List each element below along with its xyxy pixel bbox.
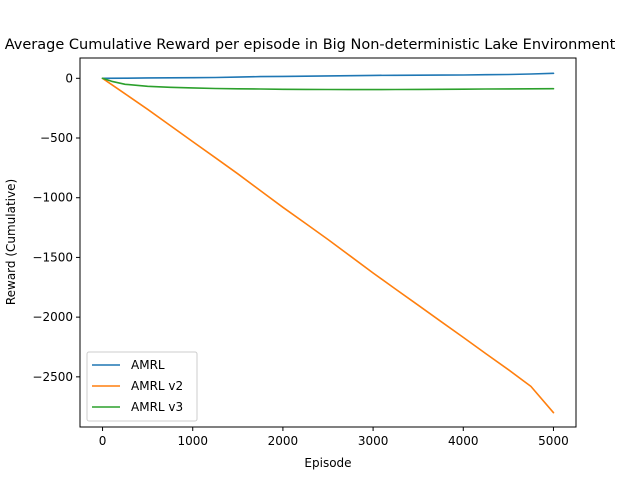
y-tick-label: −500 [40, 131, 73, 145]
x-axis: 0 1000 2000 3000 4000 5000 [99, 427, 569, 448]
y-tick-label: 0 [65, 71, 73, 85]
legend-label: AMRL v2 [131, 379, 183, 393]
y-tick-label: −1000 [32, 191, 73, 205]
series-layer [101, 72, 555, 414]
x-tick-label: 0 [99, 434, 107, 448]
x-axis-title: Episode [304, 456, 351, 470]
y-tick-label: −2000 [32, 310, 73, 324]
series-line-amrl [101, 72, 555, 80]
y-tick-label: −1500 [32, 250, 73, 264]
legend-label: AMRL [131, 358, 165, 372]
y-axis: 0 −500 −1000 −1500 −2000 −2500 [32, 71, 80, 384]
x-tick-label: 4000 [448, 434, 479, 448]
series-line-amrl-v2 [101, 77, 555, 414]
x-tick-label: 5000 [538, 434, 569, 448]
series-line-amrl-v3 [101, 77, 555, 91]
legend-frame [86, 351, 198, 422]
y-tick-label: −2500 [32, 370, 73, 384]
x-tick-label: 2000 [268, 434, 299, 448]
legend-label: AMRL v3 [131, 400, 183, 414]
x-tick-label: 1000 [177, 434, 208, 448]
x-tick-label: 3000 [358, 434, 389, 448]
chart-title: Average Cumulative Reward per episode in… [5, 37, 616, 53]
y-axis-title: Reward (Cumulative) [4, 179, 18, 305]
legend: AMRL AMRL v2 AMRL v3 [86, 351, 198, 422]
axes-border [79, 57, 577, 428]
